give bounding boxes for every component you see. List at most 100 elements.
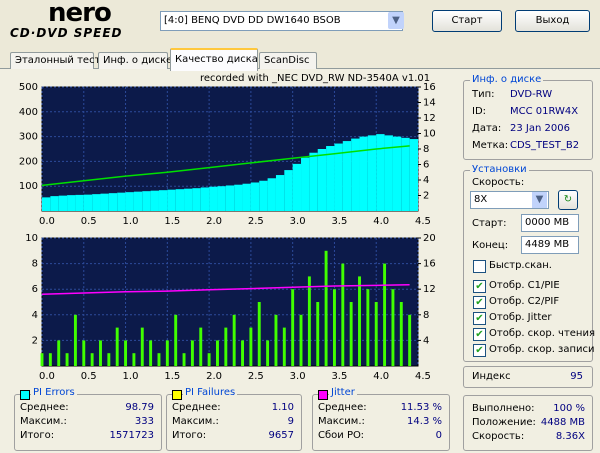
bar: [92, 194, 101, 211]
y-tick-label: 500: [19, 82, 38, 93]
y2-tick-label: 12: [423, 284, 436, 295]
bar: [100, 193, 109, 211]
bar: [266, 340, 270, 366]
bar: [282, 327, 286, 366]
y-tick-label: 4: [32, 310, 38, 321]
y-tick-label: 400: [19, 107, 38, 118]
end-input[interactable]: 4489 MB: [521, 236, 579, 254]
y-tick-label: 8: [32, 259, 38, 270]
bar: [99, 340, 102, 366]
checkbox-label: Быстр.скан.: [489, 260, 552, 271]
bar: [125, 192, 134, 211]
bar: [358, 276, 361, 366]
stats-value: 9: [287, 416, 294, 427]
x-tick-label: 4.0: [373, 216, 389, 227]
stats-swatch: [318, 390, 328, 400]
bar: [182, 353, 186, 366]
stats-value: 1.10: [271, 402, 294, 413]
speed-select[interactable]: 8X: [470, 191, 549, 209]
stats-label: Итого:: [20, 430, 55, 441]
stats-swatch: [20, 390, 30, 400]
bar: [150, 190, 159, 211]
bar: [48, 353, 52, 366]
y2-tick-label: 4: [423, 335, 429, 346]
tab[interactable]: Качество диска: [170, 48, 258, 71]
series-line: [41, 283, 410, 296]
checkbox[interactable]: ✔: [473, 344, 486, 357]
bar: [341, 263, 345, 366]
progress-value: 100 %: [553, 403, 585, 414]
end-label: Конец:: [472, 240, 509, 251]
exit-button[interactable]: Выход: [515, 10, 590, 32]
checkbox[interactable]: [473, 260, 486, 273]
start-button[interactable]: Старт: [432, 10, 502, 32]
progress-label: Положение:: [472, 417, 536, 428]
stats-value: 333: [134, 416, 154, 427]
stats-value: 9657: [268, 430, 294, 441]
y-tick-label: 100: [19, 181, 38, 192]
y-tick-label: 300: [19, 132, 38, 143]
bar: [374, 302, 378, 366]
bar: [234, 184, 243, 211]
start-label: Старт:: [472, 218, 507, 229]
bar: [401, 137, 410, 211]
bar: [57, 340, 61, 366]
info-value: DVD-RW: [510, 89, 553, 100]
bar: [199, 327, 203, 366]
bar: [83, 194, 93, 211]
checkbox-label: Отобр. Jitter: [489, 312, 552, 323]
bar: [40, 353, 44, 366]
drive-select[interactable]: [4:0] BENQ DVD DD DW1640 BSOB: [160, 11, 403, 31]
bar: [267, 178, 276, 211]
stats-value: 1571723: [109, 430, 154, 441]
bar: [241, 340, 244, 366]
index-value: 95: [570, 371, 583, 382]
checkbox-label: Отобр. скор. чтения: [489, 328, 595, 339]
bar: [65, 353, 69, 366]
x-tick-label: 3.0: [290, 371, 306, 382]
x-tick-label: 4.5: [415, 216, 431, 227]
bar: [117, 192, 126, 211]
drive-dropdown-arrow[interactable]: ▼: [388, 12, 404, 29]
bar: [73, 314, 77, 366]
y2-tick-label: 8: [423, 310, 429, 321]
chart-caption: recorded with _NEC DVD_RW ND-3540A v1.01: [200, 73, 430, 84]
stats-swatch: [172, 390, 182, 400]
bar: [133, 191, 143, 211]
checkbox[interactable]: ✔: [473, 312, 486, 325]
checkbox[interactable]: ✔: [473, 296, 486, 309]
bar: [391, 289, 395, 366]
stats-label: Максим.:: [172, 416, 219, 427]
logo-top: nero: [48, 0, 112, 28]
bar: [383, 263, 387, 366]
x-tick-label: 3.5: [331, 371, 347, 382]
bar: [107, 353, 111, 366]
checkbox[interactable]: ✔: [473, 328, 486, 341]
stats-title: PI Failures: [183, 387, 238, 398]
bar: [149, 340, 153, 366]
tab[interactable]: Эталонный тест: [10, 52, 100, 69]
bar: [217, 186, 226, 211]
bar: [140, 327, 144, 366]
stats-label: Среднее:: [20, 402, 69, 413]
stats-label: Максим.:: [20, 416, 67, 427]
bar: [275, 175, 285, 211]
stats-label: Итого:: [172, 430, 207, 441]
speed-dropdown-arrow[interactable]: ▼: [532, 192, 547, 208]
info-label: Дата:: [472, 123, 502, 134]
x-tick-label: 0.0: [39, 216, 55, 227]
x-tick-label: 2.5: [248, 371, 264, 382]
start-input[interactable]: 0000 MB: [521, 214, 579, 232]
bar: [384, 135, 393, 211]
tab[interactable]: Инф. о диске: [98, 52, 172, 69]
bar: [257, 302, 261, 366]
refresh-button[interactable]: ↻: [558, 190, 578, 210]
bar: [342, 141, 352, 211]
tab[interactable]: ScanDisc: [259, 52, 317, 69]
progress-value: 8.36X: [555, 431, 585, 442]
bar: [142, 191, 151, 211]
y-tick-label: 2: [32, 335, 38, 346]
series-line: [41, 145, 410, 187]
checkbox[interactable]: ✔: [473, 280, 486, 293]
